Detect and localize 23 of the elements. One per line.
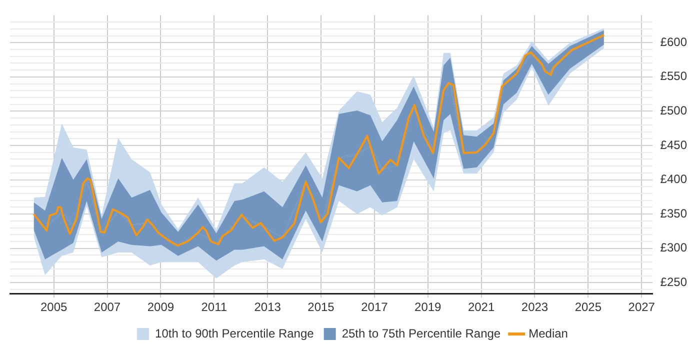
- y-tick-label: £400: [660, 172, 688, 186]
- x-tick-label: 2007: [94, 300, 121, 314]
- y-tick-label: £350: [660, 206, 688, 220]
- y-tick-label: £300: [660, 240, 688, 255]
- x-tick-label: 2015: [308, 300, 335, 314]
- legend-label: 25th to 75th Percentile Range: [342, 326, 501, 340]
- legend-label: Median: [528, 326, 568, 340]
- x-tick-label: 2011: [201, 300, 228, 314]
- y-tick-label: £250: [660, 274, 688, 289]
- x-tick-label: 2019: [414, 300, 442, 314]
- x-tick-label: 2027: [628, 300, 656, 314]
- legend-label: 10th to 90th Percentile Range: [155, 326, 314, 340]
- x-tick-label: 2023: [521, 300, 548, 314]
- x-tick-label: 2009: [147, 300, 174, 314]
- x-tick-label: 2005: [40, 300, 68, 314]
- x-tick-label: 2017: [361, 300, 388, 314]
- x-tick-label: 2025: [574, 300, 602, 314]
- y-tick-label: £550: [660, 69, 688, 84]
- y-tick-label: £500: [660, 104, 688, 118]
- x-tick-label: 2013: [254, 300, 282, 314]
- x-tick-label: 2021: [468, 300, 495, 314]
- y-tick-label: £450: [660, 138, 688, 152]
- y-tick-label: £600: [660, 34, 688, 49]
